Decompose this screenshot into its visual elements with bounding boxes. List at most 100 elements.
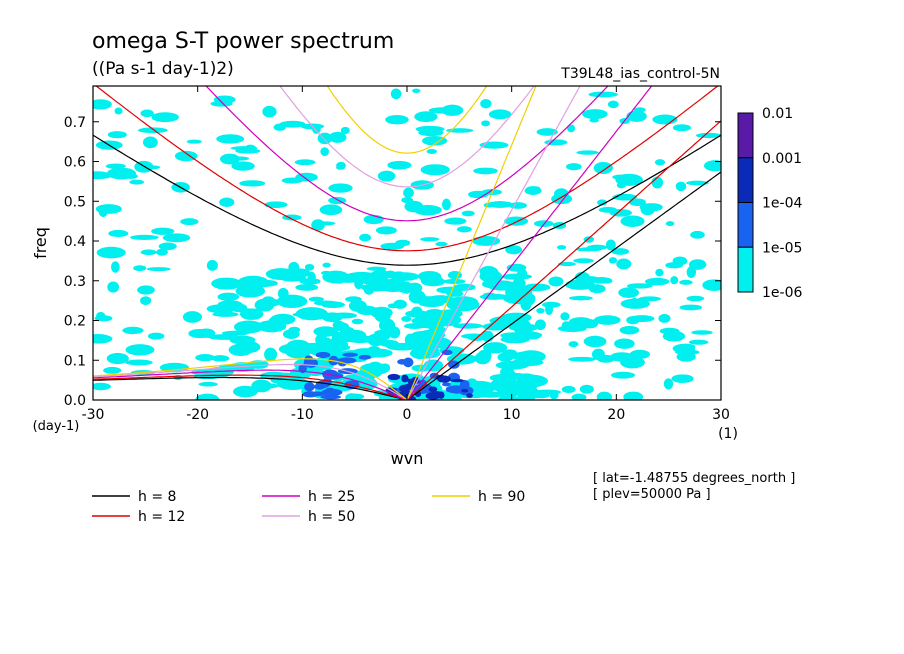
y-tick-label: 0.0 (64, 393, 86, 409)
spectrum-patch (188, 328, 212, 339)
spectrum-patch (629, 315, 655, 323)
spectrum-patch (545, 303, 554, 315)
spectrum-patch (707, 163, 716, 169)
spectrum-patch (658, 313, 671, 323)
legend-label: h = 8 (138, 489, 176, 505)
spectrum-patch (410, 347, 432, 360)
spectrum-patch (626, 110, 647, 122)
spectrum-patch (330, 312, 358, 319)
spectrum-patch (401, 283, 413, 294)
spectrum-patch (314, 383, 326, 390)
x-axis: -30 -20 -10 0 10 20 30 (82, 86, 730, 423)
spectrum-patch (688, 339, 709, 345)
spectrum-patch (568, 356, 596, 362)
spectrum-patch (616, 181, 626, 189)
spectrum-patch (211, 277, 242, 290)
spectrum-patch (443, 278, 466, 285)
spectrum-patch (351, 318, 364, 325)
spectrum-patch (441, 104, 464, 116)
spectrum-patch (380, 242, 405, 250)
spectrum-patch (566, 163, 582, 171)
colorbar-label: 0.001 (762, 151, 802, 167)
spectrum-patch (405, 310, 429, 318)
spectrum-patch (459, 379, 470, 390)
chart-title: omega S-T power spectrum (92, 29, 394, 54)
spectrum-patch (620, 356, 645, 369)
spectrum-patch (129, 179, 145, 185)
spectrum-patch (125, 359, 153, 366)
rossby-curve (93, 369, 409, 400)
spectrum-patch (614, 338, 635, 349)
spectrum-patch (421, 136, 448, 146)
spectrum-patch (450, 378, 464, 383)
spectrum-patch (442, 382, 451, 387)
spectrum-patch (435, 241, 448, 247)
inertio-gravity-curve (279, 86, 535, 188)
spectrum-patch (125, 344, 155, 356)
spectrum-patch (418, 379, 428, 388)
spectrum-patch (146, 267, 171, 272)
spectrum-patch (308, 296, 324, 302)
spectrum-patch (93, 171, 109, 176)
spectrum-patch (370, 306, 393, 319)
spectrum-patch (319, 204, 343, 216)
spectrum-patch (461, 210, 475, 217)
spectrum-patch (488, 109, 512, 120)
rossby-curve (93, 358, 408, 400)
spectrum-patch (294, 159, 316, 166)
spectrum-patch (616, 258, 632, 270)
spectrum-patch (358, 354, 372, 360)
colorbar-swatch (737, 246, 754, 293)
spectrum-patch (500, 335, 530, 344)
y-tick-label: 0.6 (64, 155, 86, 171)
y-tick-label: 0.7 (64, 115, 86, 131)
spectrum-patch (582, 109, 608, 120)
spectrum-patch (549, 391, 559, 400)
spectrum-patch (288, 326, 301, 333)
spectrum-patch (251, 379, 272, 393)
spectrum-patch (420, 237, 440, 242)
spectrum-patch (233, 320, 264, 334)
spectrum-patch (654, 159, 666, 166)
spectrum-patch (386, 342, 419, 351)
spectrum-patch (137, 285, 155, 295)
spectrum-patch (198, 381, 218, 387)
spectrum-patch (517, 391, 531, 400)
spectrum-patch (446, 297, 480, 312)
spectrum-patch (644, 277, 670, 286)
spectrum-patch (107, 131, 127, 139)
spectrum-patch (304, 263, 315, 271)
colorbar-label: 1e-05 (762, 240, 802, 256)
spectrum-patch (94, 315, 113, 322)
colorbar-label: 1e-04 (762, 196, 802, 212)
spectrum-patch (523, 283, 551, 292)
spectrum-patch (567, 124, 576, 133)
spectrum-patch (466, 393, 473, 398)
spectrum-patch (313, 300, 339, 306)
spectrum-patch (103, 366, 122, 374)
spectrum-patch (672, 256, 688, 266)
spectrum-patch (628, 198, 646, 206)
spectrum-patch (479, 141, 509, 149)
spectrum-patch (375, 226, 397, 235)
spectrum-patch (679, 304, 703, 311)
spectrum-patch (589, 118, 599, 123)
spectrum-patch (108, 229, 129, 238)
spectrum-patch (456, 226, 472, 233)
spectrum-patch (690, 230, 705, 239)
spectrum-patch (321, 388, 343, 397)
spectrum-patch (182, 311, 202, 323)
spectrum-patch (162, 233, 191, 243)
spectrum-patch (605, 239, 616, 251)
spectrum-patch (686, 266, 697, 278)
spectrum-patch (495, 360, 530, 370)
spectrum-patch (408, 289, 426, 304)
spectrum-patch (374, 329, 392, 337)
spectrum-patch (611, 248, 630, 255)
spectrum-patch (93, 382, 111, 391)
legend-label: h = 12 (138, 509, 185, 525)
colorbar-swatch (737, 202, 754, 248)
x-axis-unit: (1) (718, 426, 738, 442)
spectrum-patch (421, 276, 446, 287)
spectrum-patch (483, 342, 508, 354)
